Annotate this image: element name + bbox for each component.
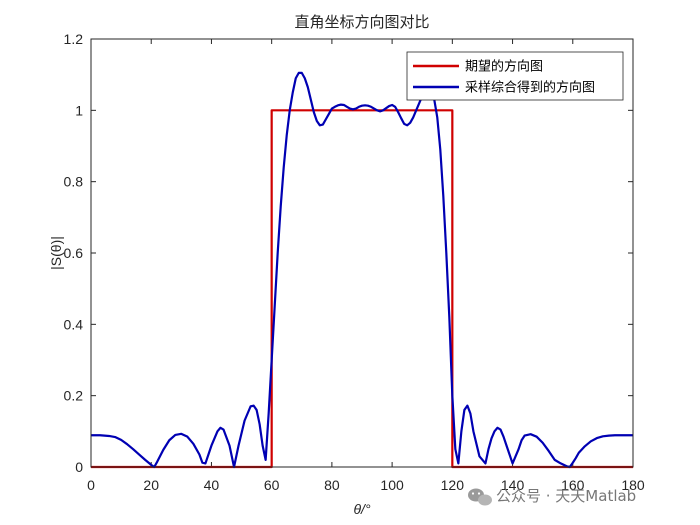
legend-label-synthesized: 采样综合得到的方向图 bbox=[465, 80, 595, 96]
y-tick-label: 0.8 bbox=[64, 174, 84, 190]
chart-title: 直角坐标方向图对比 bbox=[294, 13, 429, 31]
y-tick-label: 0 bbox=[75, 459, 83, 475]
legend: 期望的方向图 采样综合得到的方向图 bbox=[406, 51, 624, 101]
wechat-icon bbox=[468, 488, 492, 506]
x-tick-label: 40 bbox=[204, 477, 220, 493]
x-tick-label: 120 bbox=[441, 477, 465, 493]
legend-box bbox=[406, 51, 624, 101]
y-axis-label: |S(θ)| bbox=[48, 236, 64, 270]
plot-area bbox=[91, 39, 633, 467]
y-tick-label: 0.4 bbox=[64, 316, 84, 332]
watermark: 公众号 · 天天Matlab bbox=[468, 487, 636, 506]
x-axis-ticks: 0 20 40 60 80 100 120 140 160 180 bbox=[87, 39, 645, 493]
watermark-text: 公众号 · 天天Matlab bbox=[496, 487, 636, 505]
x-tick-label: 20 bbox=[143, 477, 159, 493]
x-tick-label: 160 bbox=[561, 477, 585, 493]
y-tick-label: 0.2 bbox=[64, 388, 84, 404]
x-tick-label: 100 bbox=[380, 477, 404, 493]
y-tick-label: 0.6 bbox=[64, 245, 84, 261]
x-tick-label: 180 bbox=[621, 477, 645, 493]
x-tick-label: 140 bbox=[501, 477, 525, 493]
x-tick-label: 80 bbox=[324, 477, 340, 493]
plot-frame bbox=[90, 38, 634, 468]
y-axis-ticks: 0 0.2 0.4 0.6 0.8 1 1.2 bbox=[64, 31, 633, 475]
y-tick-label: 1 bbox=[75, 102, 83, 118]
series-synthesized-pattern bbox=[91, 71, 633, 469]
legend-label-desired: 期望的方向图 bbox=[465, 59, 543, 75]
y-tick-label: 1.2 bbox=[64, 31, 84, 47]
x-tick-label: 60 bbox=[264, 477, 280, 493]
x-tick-label: 0 bbox=[87, 477, 95, 493]
x-axis-label: θ/° bbox=[353, 501, 370, 517]
